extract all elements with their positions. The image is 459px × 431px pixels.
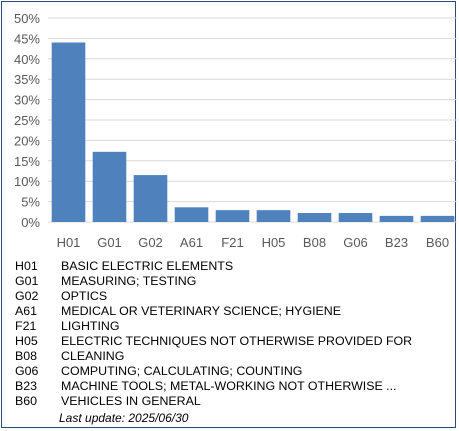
x-tick-label: F21 [221,235,243,250]
x-tick-label: B60 [426,235,449,250]
y-tick-label: 15% [14,154,40,169]
legend-code: G01 [15,274,39,288]
y-tick-label: 20% [14,133,40,148]
legend-row-g01: G01 MEASURING; TESTING [15,274,412,289]
bar-b60 [420,215,455,222]
bar-h05 [256,210,291,222]
y-tick-label: 25% [14,113,40,128]
bar-g02 [133,175,168,222]
legend-code: G06 [15,364,39,378]
bar-chart: 0% 5% 10% 15% 20% 25% 30% 35% 40% 45% 50% H01 G01 G0… [14,11,457,250]
legend-row-f21: F21 LIGHTING [15,319,412,334]
bar-b23 [379,215,414,222]
category-legend: H01 BASIC ELECTRIC ELEMENTS G01 MEASURING; … [15,259,412,409]
x-tick-label: B23 [385,235,408,250]
x-tick-label: G02 [138,235,163,250]
bar-a61 [174,207,209,222]
y-tick-label: 5% [21,195,40,210]
bars [51,42,455,223]
legend-row-h01: H01 BASIC ELECTRIC ELEMENTS [15,259,412,274]
bar-g06 [338,213,373,222]
legend-description: OPTICS [61,289,108,303]
legend-row-h05: H05 ELECTRIC TECHNIQUES NOT OTHERWISE PRO… [15,334,412,349]
legend-code: B60 [15,394,38,408]
y-tick-label: 0% [21,215,40,230]
legend-description: MEASURING; TESTING [61,274,197,288]
legend-code: B08 [15,349,38,363]
x-tick-label: H01 [57,235,81,250]
x-tick-label: G01 [97,235,122,250]
legend-description: VEHICLES IN GENERAL [61,394,201,408]
y-axis-tick-labels: 0% 5% 10% 15% 20% 25% 30% 35% 40% 45% 50% [14,11,40,230]
bar-b08 [297,213,332,222]
bar-g01 [92,151,127,222]
legend-row-g02: G02 OPTICS [15,289,412,304]
legend-description: MEDICAL OR VETERINARY SCIENCE; HYGIENE [61,304,341,318]
legend-row-a61: A61 MEDICAL OR VETERINARY SCIENCE; HYGIEN… [15,304,412,319]
legend-description: LIGHTING [61,319,120,333]
legend-description: BASIC ELECTRIC ELEMENTS [61,259,234,273]
legend-description: MACHINE TOOLS; METAL-WORKING NOT OTHERWI… [61,379,397,393]
x-axis-tick-labels: H01 G01 G02 A61 F21 H05 B08 G06 B23 B60 [57,235,450,250]
legend-row-b08: B08 CLEANING [15,349,412,364]
legend-description: COMPUTING; CALCULATING; COUNTING [61,364,303,378]
y-tick-label: 30% [14,93,40,108]
y-tick-label: 40% [14,52,40,67]
legend-code: G02 [15,289,39,303]
y-tick-label: 10% [14,174,40,189]
legend-description: ELECTRIC TECHNIQUES NOT OTHERWISE PROVID… [61,334,413,348]
legend-row-b23: B23 MACHINE TOOLS; METAL-WORKING NOT OTHE… [15,379,412,394]
legend-row-g06: G06 COMPUTING; CALCULATING; COUNTING [15,364,412,379]
legend-code: F21 [15,319,37,333]
y-tick-label: 35% [14,72,40,87]
legend-description: CLEANING [61,349,125,363]
legend-code: H05 [15,334,38,348]
x-tick-label: B08 [303,235,326,250]
legend-code: B23 [15,379,38,393]
bar-f21 [215,210,250,222]
y-tick-label: 50% [14,11,40,26]
legend-row-b60: B60 VEHICLES IN GENERAL [15,394,412,409]
last-update-note: Last update: 2025/06/30 [59,411,189,425]
legend-code: H01 [15,259,38,273]
legend-code: A61 [15,304,38,318]
x-tick-label: H05 [262,235,286,250]
x-tick-label: G06 [343,235,368,250]
bar-h01 [51,42,86,223]
y-tick-label: 45% [14,31,40,46]
x-tick-label: A61 [180,235,203,250]
